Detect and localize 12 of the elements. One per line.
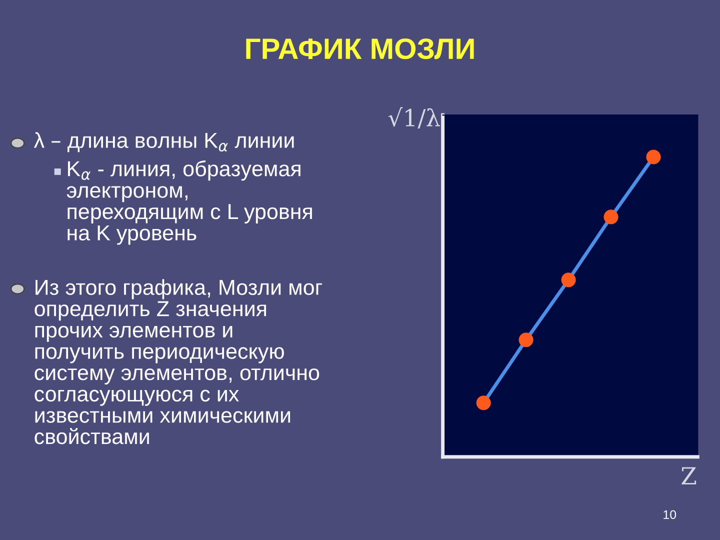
chart-title: ГРАФИК МОЗЛИ: [246, 38, 474, 60]
y-axis-title: √1/λ: [388, 107, 440, 128]
point: [604, 210, 618, 224]
text: 10: [664, 510, 676, 520]
text: Из этого графика, Мозли мог определить Z значения прочих элементов и получить периодическую систему элементов, отлично согласующуюся с их известными химическими свойствами: [34, 279, 322, 444]
point: [561, 272, 576, 288]
text: K$_{α}$ - линия, образуемая электроном, переходящим с L уровня на K уровень: [66, 160, 312, 245]
point: [518, 332, 534, 348]
text: λ – длина волны K$_{α}$ линии: [34, 132, 294, 152]
point: [646, 150, 661, 164]
point: [476, 396, 491, 410]
x-axis-title: Z: [682, 467, 696, 484]
